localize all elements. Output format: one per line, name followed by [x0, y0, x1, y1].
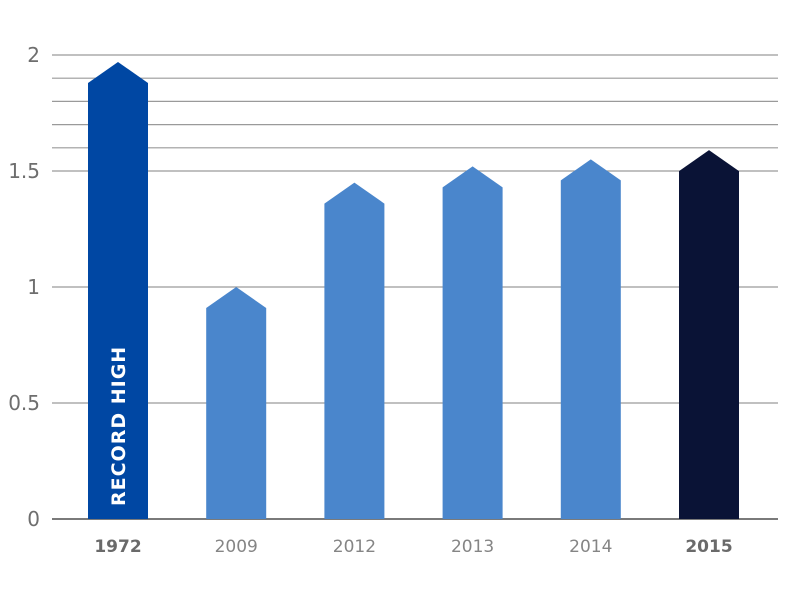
x-tick-label-2014: 2014 [569, 537, 612, 557]
bar-2015 [679, 150, 739, 519]
x-tick-label-2015: 2015 [685, 537, 732, 557]
y-tick-label: 0.5 [8, 391, 40, 415]
bar-2013 [442, 166, 503, 520]
bar-annotation-label: RECORD HIGH [108, 346, 130, 506]
x-tick-label-2012: 2012 [333, 537, 376, 557]
y-tick-label: 2 [27, 43, 40, 67]
bar-2014 [560, 159, 621, 519]
x-tick-label-1972: 1972 [94, 537, 141, 557]
bar-2012 [324, 182, 385, 519]
x-tick-label-2013: 2013 [451, 537, 494, 557]
bar-2009 [206, 287, 267, 519]
y-tick-label: 1.5 [8, 159, 40, 183]
y-tick-label: 1 [27, 275, 40, 299]
y-tick-label: 0 [27, 507, 40, 531]
x-tick-label-2009: 2009 [215, 537, 258, 557]
bar-1972 [88, 61, 148, 520]
